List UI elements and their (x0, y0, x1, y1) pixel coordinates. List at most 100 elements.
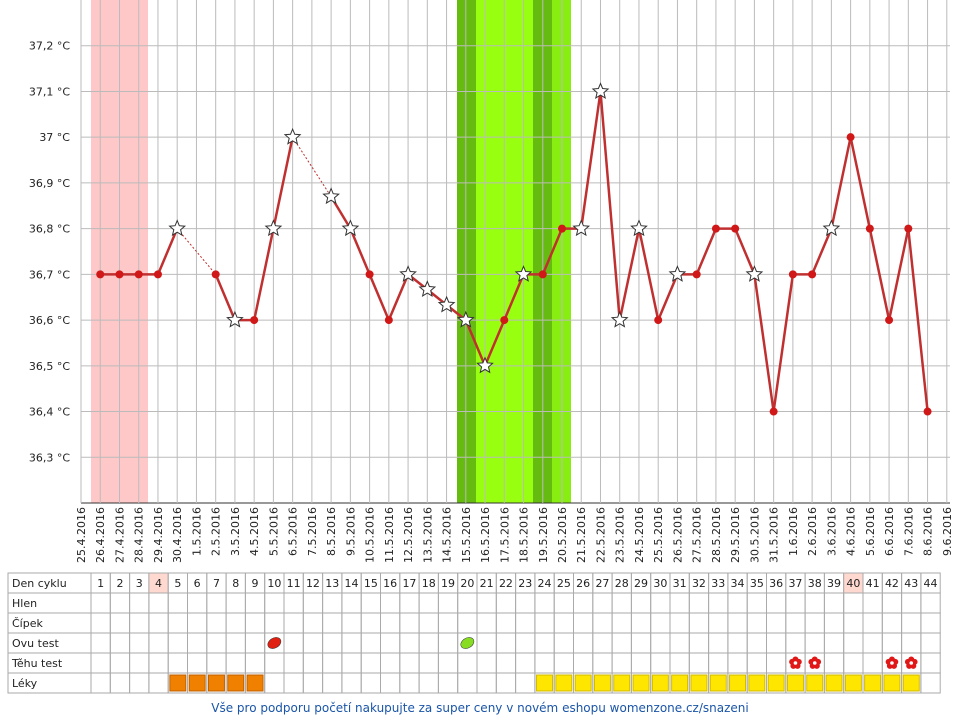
cycle-day: 1 (97, 577, 104, 590)
cycle-day: 11 (287, 577, 301, 590)
row-label: Hlen (12, 597, 37, 610)
x-tick-label: 22.5.2016 (594, 507, 607, 563)
dot-point (250, 316, 259, 325)
table-cell (322, 612, 343, 634)
table-cell (206, 632, 227, 654)
table-cell (843, 652, 864, 674)
table-cell (283, 652, 304, 674)
cycle-day: 16 (383, 577, 397, 590)
dot-point (904, 224, 913, 233)
medication-icon (902, 674, 920, 692)
medication-icon (806, 674, 824, 692)
table-cell (129, 592, 150, 614)
dot-point (692, 270, 701, 279)
table-cell (341, 632, 362, 654)
table-cell (630, 592, 652, 614)
dot-point (384, 316, 393, 325)
cycle-day: 9 (252, 577, 259, 590)
table-cell (437, 652, 459, 674)
dot-point (923, 407, 932, 416)
table-cell (553, 592, 575, 614)
table-cell (341, 652, 362, 674)
medication-icon (786, 674, 804, 692)
table-cell (476, 592, 497, 614)
table-cell (920, 592, 941, 614)
table-cell (553, 652, 575, 674)
table-cell (90, 672, 111, 694)
x-tick-label: 4.5.2016 (248, 507, 261, 556)
table-cell (688, 612, 710, 634)
table-cell (283, 592, 304, 614)
table-cell (148, 652, 169, 674)
table-cell (457, 652, 478, 674)
cycle-day: 14 (345, 577, 359, 590)
table-cell (129, 632, 150, 654)
table-cell (901, 632, 922, 654)
medication-icon (748, 674, 766, 692)
cycle-day: 19 (441, 577, 455, 590)
table-cell (823, 632, 845, 654)
star-point (399, 265, 417, 282)
y-tick-label: 36,3 °C (29, 451, 70, 464)
star-point (745, 265, 764, 282)
medication-icon (188, 674, 206, 692)
cycle-day: 28 (615, 577, 629, 590)
table-cell (881, 632, 903, 654)
table-cell (669, 612, 690, 634)
table-cell (766, 632, 787, 654)
table-cell (302, 612, 324, 634)
table-cell (418, 632, 439, 654)
footer-link[interactable]: Vše pro podporu početí nakupujte za supe… (211, 701, 748, 715)
table-cell (322, 672, 343, 694)
table-cell (399, 652, 420, 674)
cycle-day: 7 (213, 577, 220, 590)
flower-center (909, 661, 914, 665)
x-tick-label: 23.5.2016 (614, 507, 627, 563)
x-tick-label: 28.5.2016 (710, 507, 723, 563)
ovu-test-icon (460, 637, 475, 649)
medication-icon (536, 674, 554, 692)
medication-icon (651, 674, 669, 692)
table-cell (727, 592, 748, 614)
flower-center (812, 661, 817, 665)
table-cell (437, 672, 459, 694)
table-cell (418, 592, 439, 614)
x-tick-label: 7.5.2016 (306, 507, 319, 556)
table-cell (187, 632, 208, 654)
x-tick-label: 4.6.2016 (845, 507, 858, 556)
cycle-day: 44 (924, 577, 938, 590)
x-tick-label: 1.6.2016 (787, 507, 800, 556)
star-point (418, 280, 437, 297)
table-cell (746, 632, 768, 654)
medication-icon (613, 674, 631, 692)
x-tick-label: 27.5.2016 (691, 507, 704, 563)
table-cell (476, 652, 497, 674)
table-cell (611, 652, 632, 674)
table-cell (360, 632, 382, 654)
x-tick-label: 26.4.2016 (94, 507, 107, 563)
table-cell (727, 612, 748, 634)
table-cell (920, 652, 941, 674)
table-cell (244, 612, 266, 634)
cycle-day: 38 (808, 577, 822, 590)
table-cell (688, 652, 710, 674)
table-cell (862, 612, 883, 634)
table-cell (573, 612, 594, 634)
x-tick-label: 8.6.2016 (922, 507, 935, 556)
table-cell (534, 612, 555, 634)
cycle-day: 4 (155, 577, 162, 590)
table-cell (553, 632, 575, 654)
table-cell (109, 612, 131, 634)
x-tick-label: 21.5.2016 (575, 507, 588, 563)
fertile-band (457, 0, 476, 503)
x-tick-label: 29.5.2016 (729, 507, 742, 563)
table-cell (129, 652, 150, 674)
cycle-day: 32 (692, 577, 706, 590)
y-tick-label: 36,9 °C (29, 177, 70, 190)
x-tick-label: 14.5.2016 (441, 507, 454, 563)
cycle-day: 25 (557, 577, 571, 590)
x-tick-label: 3.6.2016 (825, 507, 838, 556)
table-cell (360, 652, 382, 674)
x-tick-label: 9.6.2016 (941, 507, 954, 556)
dot-point (885, 316, 894, 325)
